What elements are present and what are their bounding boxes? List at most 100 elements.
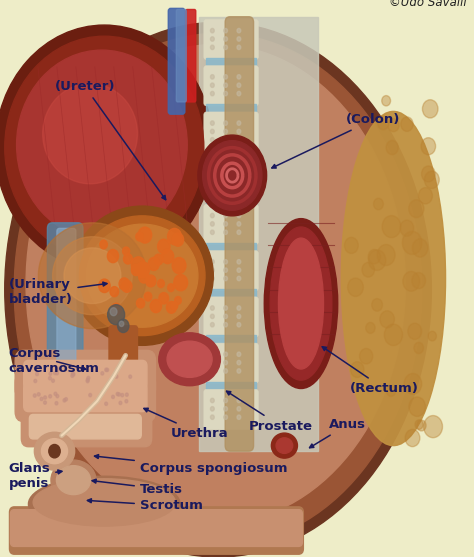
Circle shape	[224, 28, 228, 33]
Text: Anus: Anus	[310, 418, 366, 448]
Circle shape	[105, 402, 108, 405]
Circle shape	[210, 268, 214, 272]
Circle shape	[157, 239, 170, 254]
Circle shape	[125, 399, 128, 403]
Circle shape	[110, 287, 118, 297]
Circle shape	[210, 398, 214, 403]
Circle shape	[405, 429, 420, 447]
Circle shape	[366, 323, 375, 334]
Circle shape	[210, 121, 214, 125]
Ellipse shape	[51, 460, 96, 500]
Circle shape	[118, 319, 129, 333]
Circle shape	[108, 305, 125, 325]
Circle shape	[386, 140, 398, 155]
Circle shape	[44, 401, 46, 404]
Circle shape	[139, 271, 149, 283]
Circle shape	[224, 306, 228, 310]
Circle shape	[237, 323, 241, 327]
Circle shape	[71, 374, 73, 378]
Circle shape	[136, 232, 143, 241]
Circle shape	[174, 275, 188, 291]
Circle shape	[422, 100, 438, 118]
Ellipse shape	[64, 248, 121, 304]
Circle shape	[107, 250, 118, 263]
Circle shape	[224, 407, 228, 411]
Circle shape	[224, 415, 228, 419]
Circle shape	[224, 360, 228, 365]
Ellipse shape	[17, 50, 187, 240]
Circle shape	[372, 299, 383, 311]
Circle shape	[351, 361, 364, 378]
Circle shape	[86, 379, 89, 383]
Circle shape	[116, 392, 119, 395]
Circle shape	[119, 321, 124, 326]
Ellipse shape	[5, 22, 431, 557]
Circle shape	[424, 171, 439, 188]
FancyBboxPatch shape	[204, 204, 258, 245]
Circle shape	[210, 407, 214, 411]
Circle shape	[49, 395, 52, 398]
Circle shape	[159, 292, 169, 304]
Circle shape	[148, 257, 159, 271]
Circle shape	[415, 420, 423, 429]
Circle shape	[419, 188, 432, 204]
FancyBboxPatch shape	[204, 343, 258, 383]
Circle shape	[100, 240, 107, 249]
Circle shape	[122, 280, 132, 292]
Ellipse shape	[86, 224, 198, 327]
Circle shape	[237, 75, 241, 79]
Circle shape	[48, 377, 51, 380]
Circle shape	[210, 415, 214, 419]
Text: Corpus
cavernosum: Corpus cavernosum	[9, 347, 100, 375]
Ellipse shape	[26, 45, 405, 524]
Circle shape	[210, 306, 214, 310]
FancyBboxPatch shape	[24, 383, 147, 412]
Circle shape	[428, 331, 437, 341]
Ellipse shape	[14, 33, 422, 546]
Circle shape	[224, 175, 228, 180]
Circle shape	[368, 250, 381, 264]
FancyBboxPatch shape	[10, 510, 302, 546]
Circle shape	[237, 415, 241, 419]
Circle shape	[52, 379, 55, 383]
Circle shape	[64, 398, 67, 401]
Circle shape	[388, 119, 399, 131]
Circle shape	[362, 262, 374, 277]
Circle shape	[360, 349, 373, 364]
Circle shape	[414, 343, 423, 354]
Ellipse shape	[28, 476, 180, 532]
Circle shape	[175, 296, 182, 304]
Circle shape	[210, 28, 214, 33]
Circle shape	[402, 231, 422, 255]
Bar	[206, 335, 256, 344]
Circle shape	[111, 303, 121, 315]
Circle shape	[87, 377, 90, 380]
FancyBboxPatch shape	[9, 507, 303, 554]
Circle shape	[237, 260, 241, 264]
FancyBboxPatch shape	[204, 19, 258, 60]
Circle shape	[40, 397, 43, 400]
Circle shape	[380, 311, 394, 328]
Circle shape	[404, 374, 422, 394]
Circle shape	[347, 278, 363, 296]
Circle shape	[99, 279, 110, 292]
Circle shape	[144, 292, 152, 301]
Bar	[206, 58, 256, 67]
Circle shape	[384, 324, 402, 345]
Circle shape	[137, 299, 145, 308]
Ellipse shape	[43, 84, 137, 184]
Circle shape	[124, 253, 132, 264]
Circle shape	[224, 260, 228, 264]
Circle shape	[237, 268, 241, 272]
Circle shape	[154, 254, 163, 265]
Circle shape	[167, 228, 182, 245]
Circle shape	[173, 233, 183, 246]
Text: Glans
penis: Glans penis	[9, 462, 62, 490]
Circle shape	[138, 227, 152, 243]
Bar	[206, 197, 256, 206]
Circle shape	[171, 302, 178, 310]
Ellipse shape	[33, 478, 175, 526]
Circle shape	[210, 222, 214, 226]
Circle shape	[401, 117, 413, 131]
Circle shape	[374, 198, 383, 210]
